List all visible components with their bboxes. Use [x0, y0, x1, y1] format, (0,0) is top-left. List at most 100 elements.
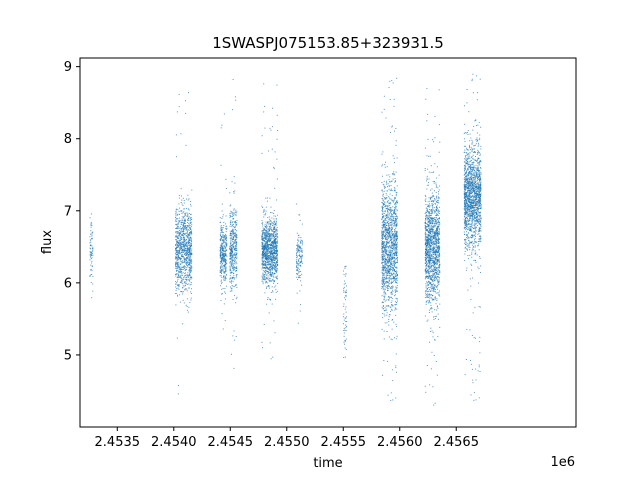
data-point: [394, 269, 396, 271]
data-point: [232, 266, 234, 268]
data-point: [219, 257, 221, 259]
data-point: [181, 231, 183, 233]
data-point: [385, 217, 387, 219]
data-point: [392, 82, 394, 84]
data-point: [220, 239, 222, 241]
data-point: [271, 235, 273, 237]
data-point: [382, 269, 384, 271]
data-point: [183, 258, 185, 260]
data-point: [221, 293, 223, 295]
data-point: [435, 298, 437, 300]
data-point: [436, 277, 438, 279]
data-point: [263, 210, 265, 212]
data-point: [386, 194, 388, 196]
data-point: [383, 293, 385, 295]
data-point: [177, 254, 179, 256]
data-point: [434, 234, 436, 236]
data-point: [221, 243, 223, 245]
data-point: [394, 222, 396, 224]
data-point: [344, 356, 346, 358]
data-point: [235, 238, 237, 240]
data-point: [230, 254, 232, 256]
data-point: [434, 163, 436, 165]
data-point: [222, 258, 224, 260]
data-point: [381, 279, 383, 281]
data-point: [91, 248, 93, 250]
data-point: [439, 246, 441, 248]
data-point: [424, 224, 426, 226]
data-point: [429, 248, 431, 250]
data-point: [220, 245, 222, 247]
data-point: [266, 267, 268, 269]
data-point: [231, 250, 233, 252]
data-point: [263, 214, 265, 216]
data-point: [382, 215, 384, 217]
data-point: [300, 237, 302, 239]
data-point: [263, 242, 265, 244]
data-point: [188, 242, 190, 244]
data-point: [184, 276, 186, 278]
data-point: [261, 259, 263, 261]
data-point: [190, 278, 192, 280]
data-point: [344, 280, 346, 282]
data-point: [435, 186, 437, 188]
data-point: [176, 266, 178, 268]
data-point: [276, 178, 278, 180]
data-point: [229, 246, 231, 248]
data-point: [235, 244, 237, 246]
data-point: [189, 253, 191, 255]
data-point: [388, 277, 390, 279]
data-point: [233, 266, 235, 268]
data-point: [263, 278, 265, 280]
data-point: [396, 202, 398, 204]
data-point: [437, 318, 439, 320]
data-point: [430, 218, 432, 220]
data-point: [271, 260, 273, 262]
data-point: [297, 278, 299, 280]
data-point: [426, 240, 428, 242]
data-point: [431, 213, 433, 215]
data-point: [180, 242, 182, 244]
data-point: [389, 238, 391, 240]
data-point: [176, 232, 178, 234]
data-point: [272, 245, 274, 247]
data-point: [182, 285, 184, 287]
data-point: [382, 281, 384, 283]
data-point: [231, 225, 233, 227]
data-point: [231, 215, 233, 217]
data-point: [388, 226, 390, 228]
data-point: [178, 257, 180, 259]
data-point: [275, 246, 277, 248]
data-point: [176, 231, 178, 233]
data-point: [221, 263, 223, 265]
data-point: [266, 257, 268, 259]
data-point: [384, 252, 386, 254]
data-point: [92, 247, 94, 249]
data-point: [389, 209, 391, 211]
data-point: [177, 227, 179, 229]
data-point: [264, 245, 266, 247]
data-point: [437, 272, 439, 274]
data-point: [270, 247, 272, 249]
data-point: [429, 271, 431, 273]
data-point: [220, 285, 222, 287]
data-point: [190, 269, 192, 271]
data-point: [231, 264, 233, 266]
data-point: [188, 256, 190, 258]
data-point: [388, 231, 390, 233]
data-point: [178, 197, 180, 199]
data-point: [389, 310, 391, 312]
data-point: [387, 272, 389, 274]
data-point: [426, 263, 428, 265]
data-point: [439, 270, 441, 272]
data-point: [176, 337, 178, 339]
data-point: [385, 238, 387, 240]
data-point: [176, 256, 178, 258]
data-point: [395, 226, 397, 228]
data-point: [220, 164, 222, 166]
data-point: [388, 235, 390, 237]
data-point: [382, 247, 384, 249]
data-point: [267, 256, 269, 258]
data-point: [261, 275, 263, 277]
data-point: [185, 198, 187, 200]
